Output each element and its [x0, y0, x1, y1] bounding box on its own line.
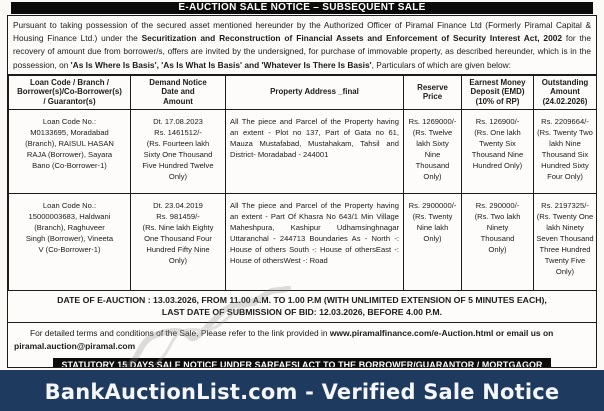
notice-title-bar: E-AUCTION SALE NOTICE – SUBSEQUENT SALE: [11, 2, 593, 14]
terms-paragraph: For detailed terms and conditions of the…: [8, 323, 596, 354]
reserve-price-cell: Rs. 2900000/- (Rs. Twenty Nine lakh Only…: [403, 192, 462, 291]
col-header-loan-code: Loan Code / Branch / Borrower(s)/Co-Borr…: [8, 74, 131, 110]
auction-date-line: DATE OF E-AUCTION : 13.03.2026, FROM 11.…: [57, 294, 547, 305]
table-row: Loan Code No.: 15000003683, Haldwani (Br…: [8, 192, 596, 291]
footer-banner: BankAuctionList.com - Verified Sale Noti…: [0, 370, 604, 411]
intro-text-3: , Particulars of which are given below:: [371, 59, 511, 70]
outstanding-cell: Rs. 2209664/- (Rs. Twenty Two lakh Nine …: [533, 108, 596, 194]
terms-email-link[interactable]: piramal.auction@piramal.com: [14, 341, 136, 352]
col-header-emd: Earnest Money Deposit (EMD) (10% of RP): [461, 74, 534, 110]
bid-submission-line: LAST DATE OF SUBMISSION OF BID: 12.03.20…: [161, 306, 443, 317]
emd-cell: Rs. 290000/- (Rs. Two lakh Ninety Thousa…: [461, 192, 534, 291]
statutory-notice-text: STATUTORY 15 DAYS SALE NOTICE UNDER SARF…: [61, 359, 543, 368]
statutory-notice-bar: STATUTORY 15 DAYS SALE NOTICE UNDER SARF…: [52, 357, 552, 368]
col-header-reserve-price: Reserve Price: [403, 74, 462, 110]
col-header-demand-notice: Demand Notice Date and Amount: [130, 74, 226, 110]
demand-notice-cell: Dt. 23.04.2019 Rs. 981459/- (Rs. Nine la…: [130, 192, 226, 291]
property-address-cell: All The piece and Parcel of the Property…: [225, 108, 404, 194]
intro-text-2: for the recovery of amount due from borr…: [13, 33, 591, 70]
notice-title: E-AUCTION SALE NOTICE – SUBSEQUENT SALE: [178, 2, 426, 13]
outstanding-cell: Rs. 2197325/- (Rs. Twenty One lakh Ninet…: [533, 192, 596, 291]
col-header-outstanding: Outstanding Amount (24.02.2026): [533, 74, 596, 110]
footer-banner-text: BankAuctionList.com - Verified Sale Noti…: [44, 379, 560, 404]
intro-act-name: Securitization and Reconstruction of Fin…: [141, 33, 563, 44]
intro-basis-clause: 'As Is Where Is Basis', 'As Is What Is B…: [70, 59, 372, 70]
loan-code-cell: Loan Code No.: 15000003683, Haldwani (Br…: [8, 192, 131, 291]
demand-notice-cell: Dt. 17.08.2023 Rs. 1461512/- (Rs. Fourte…: [130, 108, 226, 194]
emd-cell: Rs. 126900/- (Rs. One lakh Twenty Six Th…: [461, 108, 534, 194]
table-row: Loan Code No.: M0133695, Moradabad (Bran…: [8, 108, 596, 194]
property-address-cell: All The piece and Parcel of the Property…: [225, 192, 404, 291]
auction-schedule: DATE OF E-AUCTION : 13.03.2026, FROM 11.…: [8, 291, 596, 323]
table-header-row: Loan Code / Branch / Borrower(s)/Co-Borr…: [8, 74, 596, 110]
terms-text: For detailed terms and conditions of the…: [30, 327, 330, 338]
auction-properties-table: Loan Code / Branch / Borrower(s)/Co-Borr…: [8, 74, 596, 291]
reserve-price-cell: Rs. 1269000/- (Rs. Twelve lakh Sixty Nin…: [403, 108, 462, 194]
intro-text-1: Pursuant to taking possession of the sec…: [13, 20, 591, 44]
intro-paragraph: Pursuant to taking possession of the sec…: [8, 16, 596, 75]
terms-text-2: or email us on: [493, 327, 554, 338]
loan-code-cell: Loan Code No.: M0133695, Moradabad (Bran…: [8, 108, 131, 194]
col-header-property-address: Property Address _final: [225, 74, 404, 110]
terms-link[interactable]: www.piramalfinance.com/e-Auction.html: [329, 327, 494, 338]
notice-body: Pursuant to taking possession of the sec…: [7, 15, 597, 368]
